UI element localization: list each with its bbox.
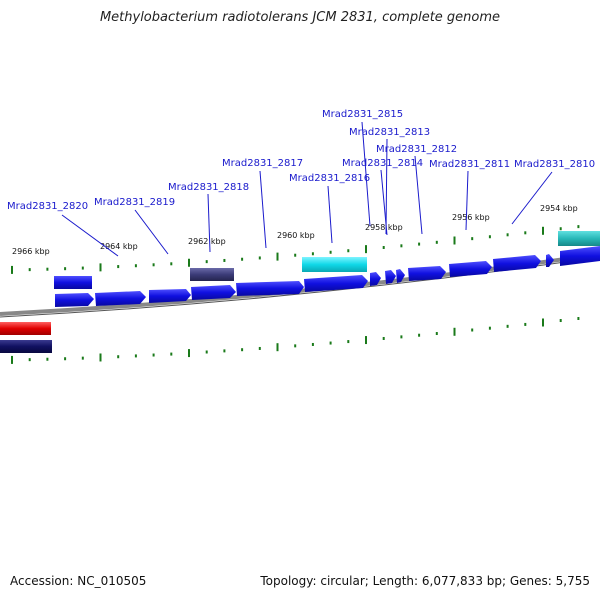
gene-label-mrad2831-2815[interactable]: Mrad2831_2815: [322, 109, 403, 120]
gene-feature-mrad2831-2817[interactable]: [191, 285, 236, 300]
gene-feature[interactable]: [55, 293, 94, 307]
gene-feature-mrad2831-2816[interactable]: [302, 257, 367, 272]
gene-feature-mrad2831-2815[interactable]: [370, 272, 381, 286]
genome-title: Methylobacterium radiotolerans JCM 2831,…: [99, 10, 501, 25]
label-leader-lines: [61, 121, 553, 257]
gene-feature-mrad2831-2819[interactable]: [95, 291, 146, 306]
position-label-2962: 2962 kbp: [188, 237, 226, 246]
gene-label-mrad2831-2811[interactable]: Mrad2831_2811: [429, 159, 510, 170]
gene-feature[interactable]: [54, 276, 92, 289]
gene-feature[interactable]: [0, 340, 52, 353]
gene-label-mrad2831-2810[interactable]: Mrad2831_2810: [514, 159, 595, 170]
gene-label-mrad2831-2819[interactable]: Mrad2831_2819: [94, 197, 175, 208]
gene-feature-mrad2831-2813[interactable]: [385, 270, 396, 284]
gene-feature[interactable]: [149, 289, 191, 303]
gene-label-mrad2831-2812[interactable]: Mrad2831_2812: [376, 144, 457, 155]
gene-feature[interactable]: [493, 255, 541, 272]
gene-feature[interactable]: [0, 322, 51, 335]
gene-feature-mrad2831-2814[interactable]: [396, 269, 405, 283]
position-label-2964: 2964 kbp: [100, 242, 138, 251]
gene-label-mrad2831-2814[interactable]: Mrad2831_2814: [342, 158, 423, 169]
gene-label-mrad2831-2820[interactable]: Mrad2831_2820: [7, 201, 88, 212]
gene-feature[interactable]: [236, 281, 304, 296]
gene-feature-mrad2831-2810[interactable]: [558, 231, 600, 246]
position-label-2956: 2956 kbp: [452, 213, 490, 222]
position-label-2966: 2966 kbp: [12, 247, 50, 256]
position-label-2954: 2954 kbp: [540, 204, 578, 213]
gene-label-mrad2831-2818[interactable]: Mrad2831_2818: [168, 182, 249, 193]
position-label-2960: 2960 kbp: [277, 231, 315, 240]
gene-label-mrad2831-2813[interactable]: Mrad2831_2813: [349, 127, 430, 138]
topology-text: Topology: circular; Length: 6,077,833 bp…: [260, 574, 590, 588]
gene-feature-mrad2831-2812[interactable]: [408, 266, 446, 281]
gene-label-mrad2831-2816[interactable]: Mrad2831_2816: [289, 173, 370, 184]
gene-feature[interactable]: [304, 275, 368, 292]
gene-feature-mrad2831-2818[interactable]: [190, 268, 234, 281]
gene-label-mrad2831-2817[interactable]: Mrad2831_2817: [222, 158, 303, 169]
accession-text: Accession: NC_010505: [10, 574, 147, 588]
lower-tick-row: [11, 317, 580, 364]
gene-feature[interactable]: [560, 246, 600, 266]
position-label-2958: 2958 kbp: [365, 223, 403, 232]
gene-feature-mrad2831-2811[interactable]: [449, 261, 492, 277]
gene-feature[interactable]: [546, 254, 554, 267]
upper-tick-row: [11, 225, 580, 274]
